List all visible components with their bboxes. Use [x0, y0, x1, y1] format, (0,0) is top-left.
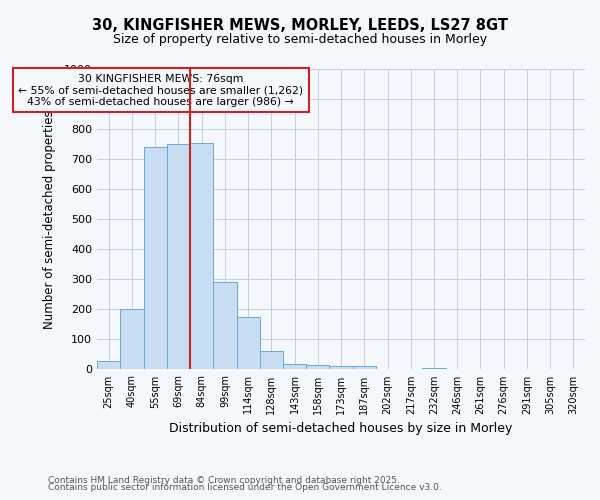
Y-axis label: Number of semi-detached properties: Number of semi-detached properties	[43, 110, 56, 328]
Bar	[353, 366, 376, 370]
Bar	[260, 351, 283, 370]
Bar	[121, 310, 143, 370]
Bar	[143, 147, 167, 370]
X-axis label: Distribution of semi-detached houses by size in Morley: Distribution of semi-detached houses by …	[169, 422, 513, 435]
Text: Size of property relative to semi-detached houses in Morley: Size of property relative to semi-detach…	[113, 32, 487, 46]
Text: Contains public sector information licensed under the Open Government Licence v3: Contains public sector information licen…	[48, 484, 442, 492]
Bar	[283, 364, 306, 370]
Text: Contains HM Land Registry data © Crown copyright and database right 2025.: Contains HM Land Registry data © Crown c…	[48, 476, 400, 485]
Bar	[97, 361, 121, 370]
Bar	[329, 366, 353, 370]
Bar	[236, 317, 260, 370]
Bar	[190, 142, 213, 370]
Bar	[306, 365, 329, 370]
Text: 30, KINGFISHER MEWS, MORLEY, LEEDS, LS27 8GT: 30, KINGFISHER MEWS, MORLEY, LEEDS, LS27…	[92, 18, 508, 32]
Bar	[213, 282, 236, 370]
Text: 30 KINGFISHER MEWS: 76sqm
← 55% of semi-detached houses are smaller (1,262)
43% : 30 KINGFISHER MEWS: 76sqm ← 55% of semi-…	[18, 74, 303, 106]
Bar	[422, 368, 446, 370]
Bar	[167, 144, 190, 370]
